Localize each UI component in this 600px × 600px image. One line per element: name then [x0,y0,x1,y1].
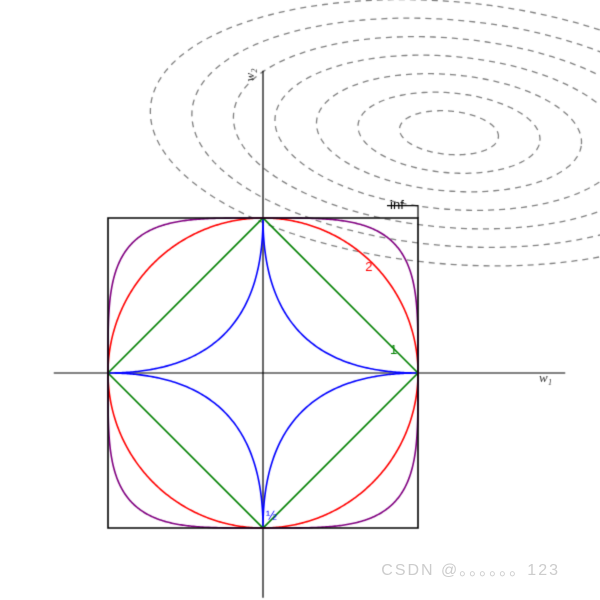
diagram-container: CSDN @。。。。。。123 [0,0,600,600]
watermark-text: CSDN @。。。。。。123 [381,556,560,580]
norm-ball-plot [0,0,600,600]
